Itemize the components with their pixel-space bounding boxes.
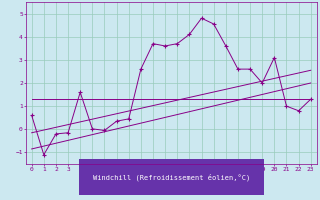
X-axis label: Windchill (Refroidissement éolien,°C): Windchill (Refroidissement éolien,°C) bbox=[92, 173, 250, 181]
